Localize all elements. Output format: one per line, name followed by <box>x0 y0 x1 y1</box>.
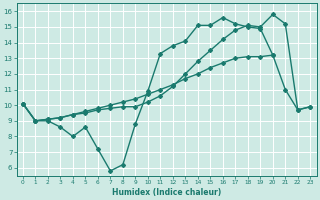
X-axis label: Humidex (Indice chaleur): Humidex (Indice chaleur) <box>112 188 221 197</box>
